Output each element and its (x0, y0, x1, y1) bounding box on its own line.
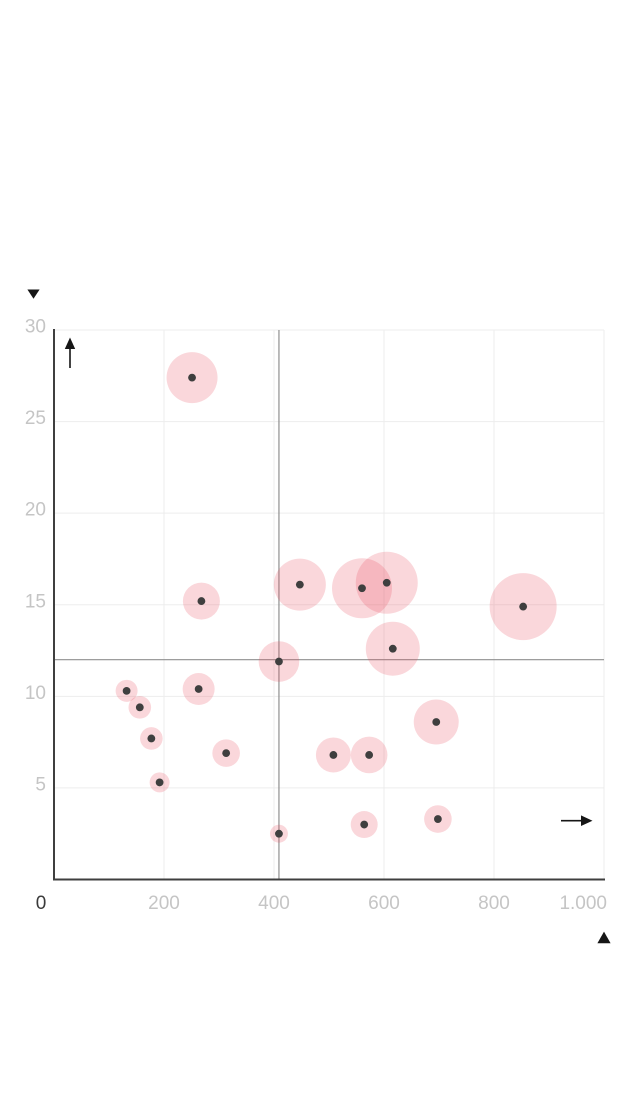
y-tick-label-20: 20 (25, 500, 46, 521)
bubble-center-dot-4 (358, 584, 366, 593)
y-tick-label-25: 25 (25, 408, 46, 429)
bottom-up-triangle-icon[interactable] (597, 931, 611, 944)
bubble-center-dot-6 (388, 644, 397, 653)
bubble-center-dot-20 (275, 829, 283, 838)
y-tick-label-10: 10 (25, 683, 46, 704)
right-arrow-head-icon (581, 815, 593, 826)
up-arrow-head-icon (64, 337, 76, 349)
x-tick-label-800: 800 (478, 893, 510, 914)
bubble-center-dot-3 (295, 580, 304, 589)
x-tick-label-600: 600 (368, 893, 400, 914)
y-tick-label-5: 5 (35, 774, 46, 795)
bubble-center-dot-18 (360, 820, 369, 829)
bubble-center-dot-10 (135, 703, 144, 712)
bubble-center-dot-12 (147, 734, 156, 743)
bubble-center-dot-13 (222, 749, 231, 758)
bubble-center-dot-1 (188, 373, 196, 382)
top-down-triangle-icon[interactable] (27, 289, 40, 299)
bubble-center-dot-19 (434, 815, 442, 823)
y-tick-label-15: 15 (25, 591, 46, 612)
bubble-center-dot-14 (155, 778, 164, 787)
x-tick-label-1.000: 1.000 (559, 893, 607, 914)
bubble-center-dot-7 (519, 602, 528, 611)
origin-label: 0 (36, 893, 47, 914)
bubble-center-dot-16 (365, 751, 374, 759)
x-tick-label-400: 400 (258, 893, 290, 914)
x-tick-label-200: 200 (148, 893, 180, 914)
bubble-center-dot-15 (329, 751, 338, 759)
bubble-center-dot-9 (122, 686, 131, 695)
bubble-center-dot-11 (194, 685, 203, 693)
bubble-center-dot-5 (382, 578, 391, 587)
bubble-center-dot-2 (197, 597, 206, 605)
bubble-center-dot-17 (432, 718, 441, 726)
y-tick-label-30: 30 (25, 317, 46, 338)
bubble-center-dot-8 (275, 657, 283, 666)
